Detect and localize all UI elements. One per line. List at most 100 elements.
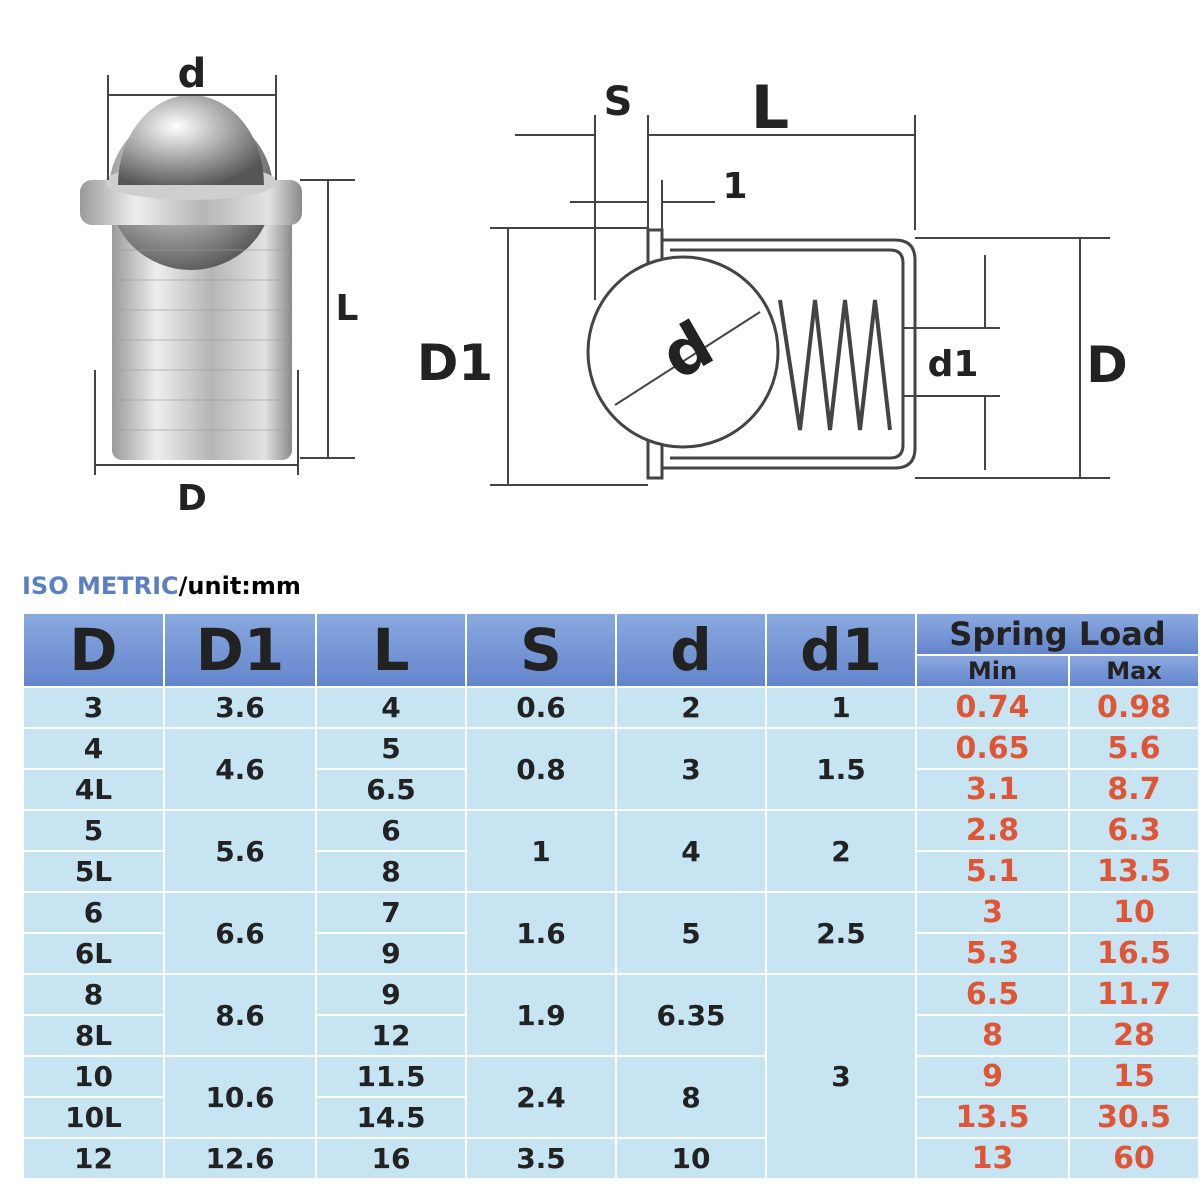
drawing-label: S (604, 79, 633, 125)
cell-D1: 10.6 (163, 1055, 317, 1139)
column-header: d (615, 612, 767, 688)
column-header: d1 (765, 612, 917, 688)
cell-max: 15 (1068, 1055, 1200, 1098)
cell-min: 13 (915, 1137, 1070, 1180)
column-header: S (465, 612, 617, 688)
cell-S: 0.6 (465, 686, 617, 729)
cell-min: 13.5 (915, 1096, 1070, 1139)
cell-max: 11.7 (1068, 973, 1200, 1016)
illustrations: d L D S L 1 D1 d d1 D (80, 51, 1128, 519)
cell-L: 12 (315, 1014, 467, 1057)
cell-L: 4 (315, 686, 467, 729)
cell-D1: 8.6 (163, 973, 317, 1057)
cell-L: 16 (315, 1137, 467, 1180)
column-subheader: Min (915, 654, 1070, 688)
cell-d: 3 (615, 727, 767, 811)
cell-max: 28 (1068, 1014, 1200, 1057)
cell-max: 13.5 (1068, 850, 1200, 893)
cell-S: 1 (465, 809, 617, 893)
cell-L: 6 (315, 809, 467, 852)
cell-D1: 12.6 (163, 1137, 317, 1180)
column-header: L (315, 612, 467, 688)
table-row: 5L 8 5.1 13.5 (22, 850, 1200, 893)
cell-D: 5 (22, 809, 165, 852)
drawing-label: D (1086, 336, 1128, 394)
cell-min: 5.1 (915, 850, 1070, 893)
cell-D: 3 (22, 686, 165, 729)
drawing-label: d1 (928, 344, 979, 385)
cell-min: 2.8 (915, 809, 1070, 852)
table-row: 5 5.6 6 1 4 2 2.8 6.3 (22, 809, 1200, 893)
table-row: 8 8.6 9 1.9 6.35 3 6.5 11.7 (22, 973, 1200, 1180)
table-row: 6L 9 5.3 16.5 (22, 932, 1200, 975)
cell-L: 8 (315, 850, 467, 893)
cell-S: 1.9 (465, 973, 617, 1057)
technical-drawing (490, 115, 1110, 486)
caption: ISO METRIC/unit:mm (22, 572, 301, 600)
cell-max: 8.7 (1068, 768, 1200, 811)
cell-S: 3.5 (465, 1137, 617, 1180)
caption-title: ISO METRIC (22, 572, 179, 600)
cell-d: 8 (615, 1055, 767, 1139)
drawing-label: L (751, 73, 789, 143)
cell-max: 16.5 (1068, 932, 1200, 975)
cell-D: 4 (22, 727, 165, 770)
cell-d1: 2.5 (765, 891, 917, 975)
cell-min: 8 (915, 1014, 1070, 1057)
cell-D1: 4.6 (163, 727, 317, 811)
cell-D: 6L (22, 932, 165, 975)
table-row: 10L 14.5 13.5 30.5 (22, 1096, 1200, 1139)
cell-L: 14.5 (315, 1096, 467, 1139)
cell-max: 10 (1068, 891, 1200, 934)
cell-d1: 2 (765, 809, 917, 893)
cell-L: 6.5 (315, 768, 467, 811)
cell-L: 9 (315, 932, 467, 975)
photo-label: D (177, 478, 207, 519)
cell-max: 0.98 (1068, 686, 1200, 729)
cell-D: 8 (22, 973, 165, 1016)
cell-D: 6 (22, 891, 165, 934)
cell-d: 2 (615, 686, 767, 729)
cell-max: 30.5 (1068, 1096, 1200, 1139)
product-photo: d L D (80, 51, 358, 519)
table-row: 8L 12 8 28 (22, 1014, 1200, 1057)
cell-d: 5 (615, 891, 767, 975)
cell-S: 2.4 (465, 1055, 617, 1139)
cell-L: 9 (315, 973, 467, 1016)
header-row: Min Max (23, 654, 1200, 688)
table-row: 6 6.6 7 1.6 5 2.5 3 10 (22, 891, 1200, 975)
cell-d: 4 (615, 809, 767, 893)
drawing-label: D1 (417, 334, 493, 392)
cell-D: 4L (22, 768, 165, 811)
cell-D1: 6.6 (163, 891, 317, 975)
caption-unit: /unit:mm (178, 572, 301, 600)
cell-min: 6.5 (915, 973, 1070, 1016)
table-row: 3 3.6 4 0.6 2 1 0.74 0.98 (22, 686, 1200, 729)
cell-d1: 3 (765, 973, 917, 1180)
table-row: 10 10.6 11.5 2.4 8 9 15 (22, 1055, 1200, 1139)
photo-label: d (178, 51, 207, 97)
cell-S: 0.8 (465, 727, 617, 811)
photo-label: L (336, 288, 359, 329)
table-row: 4L 6.5 3.1 8.7 (22, 768, 1200, 811)
cell-D: 10 (22, 1055, 165, 1098)
cell-L: 5 (315, 727, 467, 770)
cell-min: 9 (915, 1055, 1070, 1098)
table-row: 4 4.6 5 0.8 3 1.5 0.65 5.6 (22, 727, 1200, 811)
cell-max: 6.3 (1068, 809, 1200, 852)
cell-min: 3.1 (915, 768, 1070, 811)
cell-d: 6.35 (615, 973, 767, 1057)
cell-D: 5L (22, 850, 165, 893)
cell-L: 7 (315, 891, 467, 934)
column-header: D1 (163, 612, 317, 688)
column-subheader: Max (1068, 654, 1200, 688)
cell-D1: 5.6 (163, 809, 317, 893)
cell-max: 5.6 (1068, 727, 1200, 770)
cell-min: 0.65 (915, 727, 1070, 770)
cell-D: 8L (22, 1014, 165, 1057)
column-header: Spring Load (915, 612, 1200, 656)
cell-D: 12 (22, 1137, 165, 1180)
